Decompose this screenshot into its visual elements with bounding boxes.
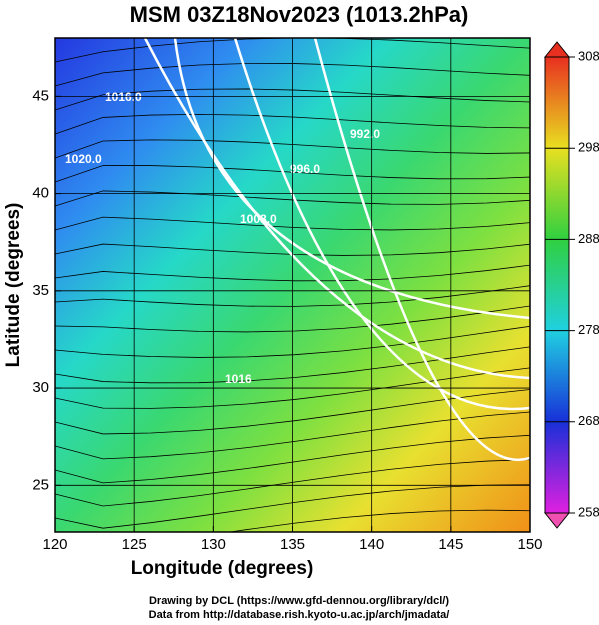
streamline (55, 367, 530, 409)
x-tick-label: 140 (359, 536, 384, 553)
x-tick-label: 150 (517, 536, 542, 553)
y-axis-label: Latitude (degrees) (3, 203, 24, 368)
x-tick-label: 135 (280, 536, 305, 553)
streamline (55, 346, 530, 384)
credit-line: Data from http://database.rish.kyoto-u.a… (149, 609, 450, 621)
x-tick-label: 125 (122, 536, 147, 553)
colorbar-tick-label: 308 (578, 48, 599, 63)
x-tick-label: 145 (438, 536, 463, 553)
isobar (233, 38, 530, 411)
streamline (55, 484, 530, 529)
isobar (313, 38, 530, 461)
y-tick-label: 40 (32, 185, 49, 202)
title: MSM 03Z18Nov2023 (1013.2hPa) (130, 2, 469, 27)
y-tick-label: 45 (32, 87, 49, 104)
streamline (55, 139, 530, 159)
streamline (55, 88, 530, 111)
isobar (173, 38, 530, 320)
credit-line: Drawing by DCL (https://www.gfd-dennou.o… (149, 595, 449, 607)
contour-label: 1016 (225, 372, 252, 386)
contour-label: 1008.0 (240, 212, 277, 226)
colorbar (544, 56, 570, 514)
contour-label: 1020.0 (65, 152, 102, 166)
contour-label: 992.0 (350, 127, 380, 141)
streamline (55, 389, 530, 435)
streamline (227, 509, 530, 532)
colorbar-tick-label: 298 (578, 140, 599, 155)
streamline (55, 113, 530, 135)
streamline (55, 325, 530, 358)
streamline (55, 285, 530, 307)
colorbar-tick-label: 258 (578, 504, 599, 519)
y-tick-label: 35 (32, 282, 49, 299)
streamline (55, 165, 530, 183)
streamline (55, 434, 530, 484)
streamline (55, 264, 530, 282)
streamline (55, 216, 530, 231)
y-tick-label: 30 (32, 379, 49, 396)
y-tick-label: 25 (32, 476, 49, 493)
streamline (55, 305, 530, 333)
streamline (55, 411, 530, 460)
colorbar-tick-label: 288 (578, 231, 599, 246)
x-tick-label: 130 (201, 536, 226, 553)
x-axis-label: Longitude (degrees) (131, 558, 314, 579)
streamline (55, 63, 530, 87)
contour-label: 1016.0 (105, 90, 142, 104)
isobar (143, 38, 530, 380)
streamlines: 1016.0 1020.0 992.0 996.0 1008.0 1016 (55, 38, 530, 532)
colorbar-arrow-bottom (543, 512, 571, 529)
colorbar-tick-label: 278 (578, 322, 599, 337)
streamline (55, 38, 530, 63)
colorbar-arrow-top (543, 41, 571, 58)
colorbar-tick-label: 268 (578, 413, 599, 428)
streamline (55, 243, 530, 256)
x-tick-label: 120 (42, 536, 67, 553)
contour-label: 996.0 (290, 162, 320, 176)
streamline (55, 459, 530, 507)
